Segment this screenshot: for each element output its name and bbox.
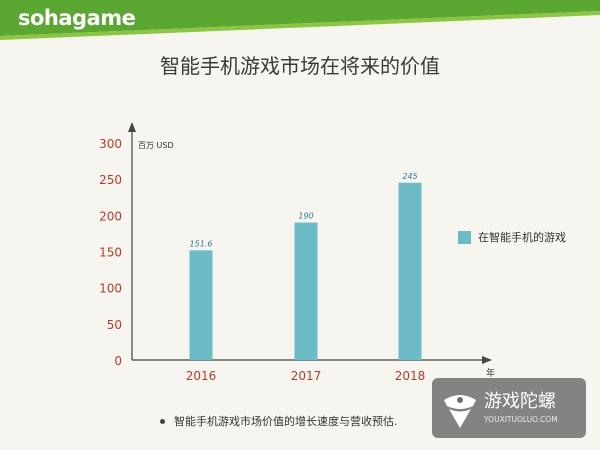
legend-label: 在智能手机的游戏 [478, 231, 566, 244]
x-tick-label: 2016 [186, 369, 217, 383]
y-tick-label: 150 [99, 246, 122, 260]
watermark-brand: 游戏陀螺 [484, 391, 556, 412]
sohagame-logo: sohagame [18, 6, 136, 30]
watermark-url: YOUXITUOLUO.COM [484, 415, 558, 424]
footnote: 智能手机游戏市场价值的增长速度与营收预估. [160, 413, 398, 429]
bar [294, 222, 318, 360]
y-tick-label: 200 [99, 209, 122, 223]
header-band [0, 0, 600, 40]
y-tick-label: 0 [114, 354, 122, 368]
y-axis-label: 百万 USD [138, 141, 174, 150]
x-tick-label: 2017 [291, 369, 322, 383]
bar-value-label: 190 [298, 212, 313, 221]
watermark: 游戏陀螺 YOUXITUOLUO.COM [432, 378, 586, 438]
spinning-top-icon [444, 395, 476, 428]
x-axis-label: 年 [486, 367, 495, 379]
bar-value-label: 245 [402, 172, 417, 181]
bar [189, 250, 213, 360]
bullet-icon [160, 418, 165, 424]
y-tick-label: 100 [99, 282, 122, 296]
y-axis-arrow-icon [128, 122, 136, 132]
legend: 在智能手机的游戏 [458, 229, 566, 245]
y-tick-label: 50 [107, 318, 122, 332]
chart-title: 智能手机游戏市场在将来的价值 [160, 54, 440, 78]
y-tick-label: 300 [99, 137, 122, 151]
bar-value-label: 151.6 [190, 239, 213, 248]
footnote-text: 智能手机游戏市场价值的增长速度与营收预估. [174, 415, 398, 428]
x-axis-arrow-icon [482, 356, 492, 364]
x-tick-label: 2018 [395, 369, 426, 383]
header-banner: sohagame [0, 0, 600, 40]
bar [398, 182, 422, 360]
y-tick-label: 250 [99, 173, 122, 187]
legend-swatch [458, 230, 471, 244]
